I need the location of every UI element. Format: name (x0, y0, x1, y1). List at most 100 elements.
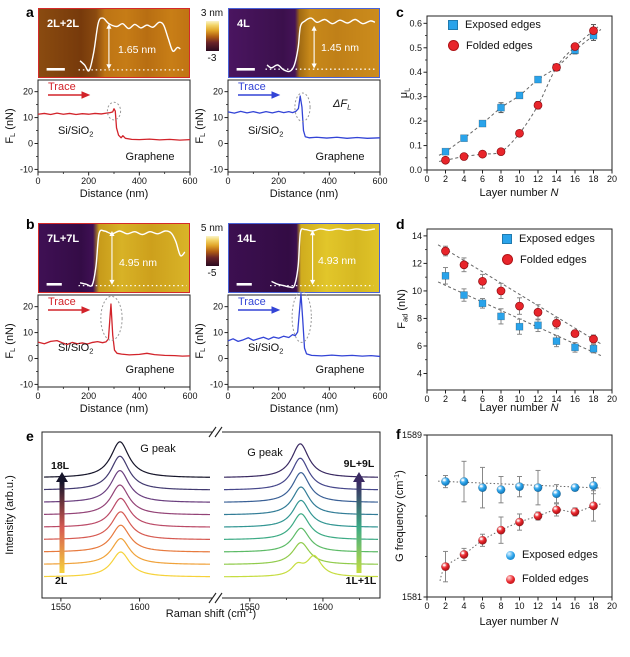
trace-label: Trace (238, 81, 266, 93)
friction-coefficient-chart: 0 2 4 6 8 10 12 14 16 18 20 0.0 0.1 0.2 0.3 0.4 0.5 0.6 μ… (398, 15, 617, 199)
data-point-square (478, 119, 487, 128)
data-point-square (460, 134, 468, 143)
x-tick-label: 10 (514, 174, 524, 184)
data-point-ball (441, 562, 450, 572)
friction-curve (37, 303, 191, 357)
marker-highlight (535, 485, 539, 488)
y-tick-label: 0.3 (409, 92, 422, 102)
raman-curve-9L+9L (223, 443, 379, 478)
x-tick-label: 2 (443, 174, 448, 184)
x-tick-label: 400 (132, 176, 147, 186)
afm-height-annotation: 4.93 nm (318, 255, 356, 267)
y-tick-label: 20 (213, 87, 223, 97)
raman-curve-18L (43, 441, 211, 478)
height-arrowhead-top (311, 25, 317, 31)
trace-label: Trace (48, 296, 76, 308)
data-point-circle (496, 286, 506, 296)
marker-highlight (461, 479, 465, 482)
data-point-circle (478, 149, 487, 159)
x-tick-label: 600 (372, 176, 387, 186)
raman-curve-4L (43, 538, 211, 565)
y-axis-label: μL (398, 88, 412, 99)
x-tick-label: 0 (225, 391, 230, 401)
trace-arrowhead (271, 306, 281, 314)
height-profile-line (79, 17, 181, 72)
legend-item-exposed: Exposed edges (448, 14, 541, 35)
x-tick-label: 0 (35, 391, 40, 401)
x-tick-label: 18 (588, 174, 598, 184)
y-axis-label: FL (nN) (194, 323, 207, 358)
x-tick-label: 2 (443, 601, 448, 611)
height-profile-line (271, 228, 376, 289)
trace-label: Trace (238, 296, 266, 308)
data-point-ball (552, 505, 561, 515)
x-tick-label: 6 (480, 601, 485, 611)
afm-image-4l: 4L 1.45 nm (228, 8, 380, 78)
plot-frame (41, 431, 212, 599)
y-tick-label: 4 (417, 368, 422, 378)
axis-break-mark (214, 426, 223, 438)
height-arrowhead-top (106, 23, 112, 29)
afm-title: 4L (237, 18, 250, 30)
colorbar-max-label: 3 nm (200, 8, 224, 19)
panel-label-f: f (396, 426, 401, 442)
x-tick-label: 1550 (51, 602, 71, 612)
height-arrowhead-top (109, 231, 115, 236)
height-arrowhead-bottom (109, 279, 115, 285)
y-axis-label: FL (nN) (4, 323, 17, 358)
marker-highlight (498, 487, 502, 490)
data-point-circle (552, 318, 561, 328)
height-profile-line (79, 229, 186, 287)
data-point-ball (441, 477, 450, 487)
afm-image-7l7l: 7L+7L 4.95 nm (38, 223, 190, 293)
trend-line (437, 244, 602, 345)
folded-ball-marker (506, 574, 515, 584)
x-tick-label: 600 (182, 391, 197, 401)
raman-curve-14L (43, 469, 211, 503)
y-tick-label: 0 (218, 353, 223, 363)
material-label: Graphene (126, 151, 175, 163)
data-point-circle (459, 152, 469, 161)
marker-highlight (553, 491, 557, 494)
x-tick-label: 20 (607, 174, 617, 184)
x-tick-label: 16 (570, 174, 580, 184)
y-tick-label: -10 (210, 379, 223, 389)
x-tick-label: 20 (607, 394, 617, 404)
x-tick-label: 16 (570, 601, 580, 611)
y-tick-label: 0.4 (409, 67, 422, 77)
chart-canvas: 0 2 4 6 8 10 12 14 16 18 20 4 6 8 10 12 14 (412, 228, 617, 404)
raman-curve-5L+5L (223, 499, 379, 528)
marker-highlight (516, 519, 520, 522)
x-axis-label: Distance (nm) (270, 188, 338, 200)
raman-curve-7L+7L (223, 471, 379, 503)
friction-curve (227, 95, 381, 139)
x-tick-label: 6 (480, 394, 485, 404)
afm-height-annotation: 1.45 nm (321, 42, 359, 54)
x-tick-label: 200 (81, 391, 96, 401)
x-tick-label: 12 (533, 394, 543, 404)
height-arrowhead-bottom (310, 279, 316, 285)
x-tick-label: 10 (514, 601, 524, 611)
colorbar-max-label: 5 nm (200, 223, 224, 234)
data-point-ball (570, 483, 580, 493)
panel-label-e: e (26, 428, 34, 444)
marker-highlight (572, 509, 576, 512)
raman-curve-2L (43, 551, 211, 578)
afm-overlay (46, 229, 187, 287)
colorbar-min-label: -5 (207, 268, 217, 279)
friction-curve (37, 108, 191, 141)
afm-overlay (236, 228, 376, 289)
x-tick-label: 400 (322, 176, 337, 186)
legend-label: Folded edges (466, 39, 533, 52)
marker-highlight (479, 537, 483, 540)
raman-curve-10L (43, 497, 211, 528)
data-point-circle (515, 301, 524, 311)
x-tick-label: 200 (271, 391, 286, 401)
y-axis-label: FL (nN) (4, 108, 17, 143)
chart-canvas: 0 2 4 6 8 10 12 14 16 18 20 0.0 0.1 0.2 0.3 0.4 0.5 0.6 (409, 15, 617, 184)
data-point-square (441, 147, 450, 156)
data-point-ball (515, 517, 524, 527)
